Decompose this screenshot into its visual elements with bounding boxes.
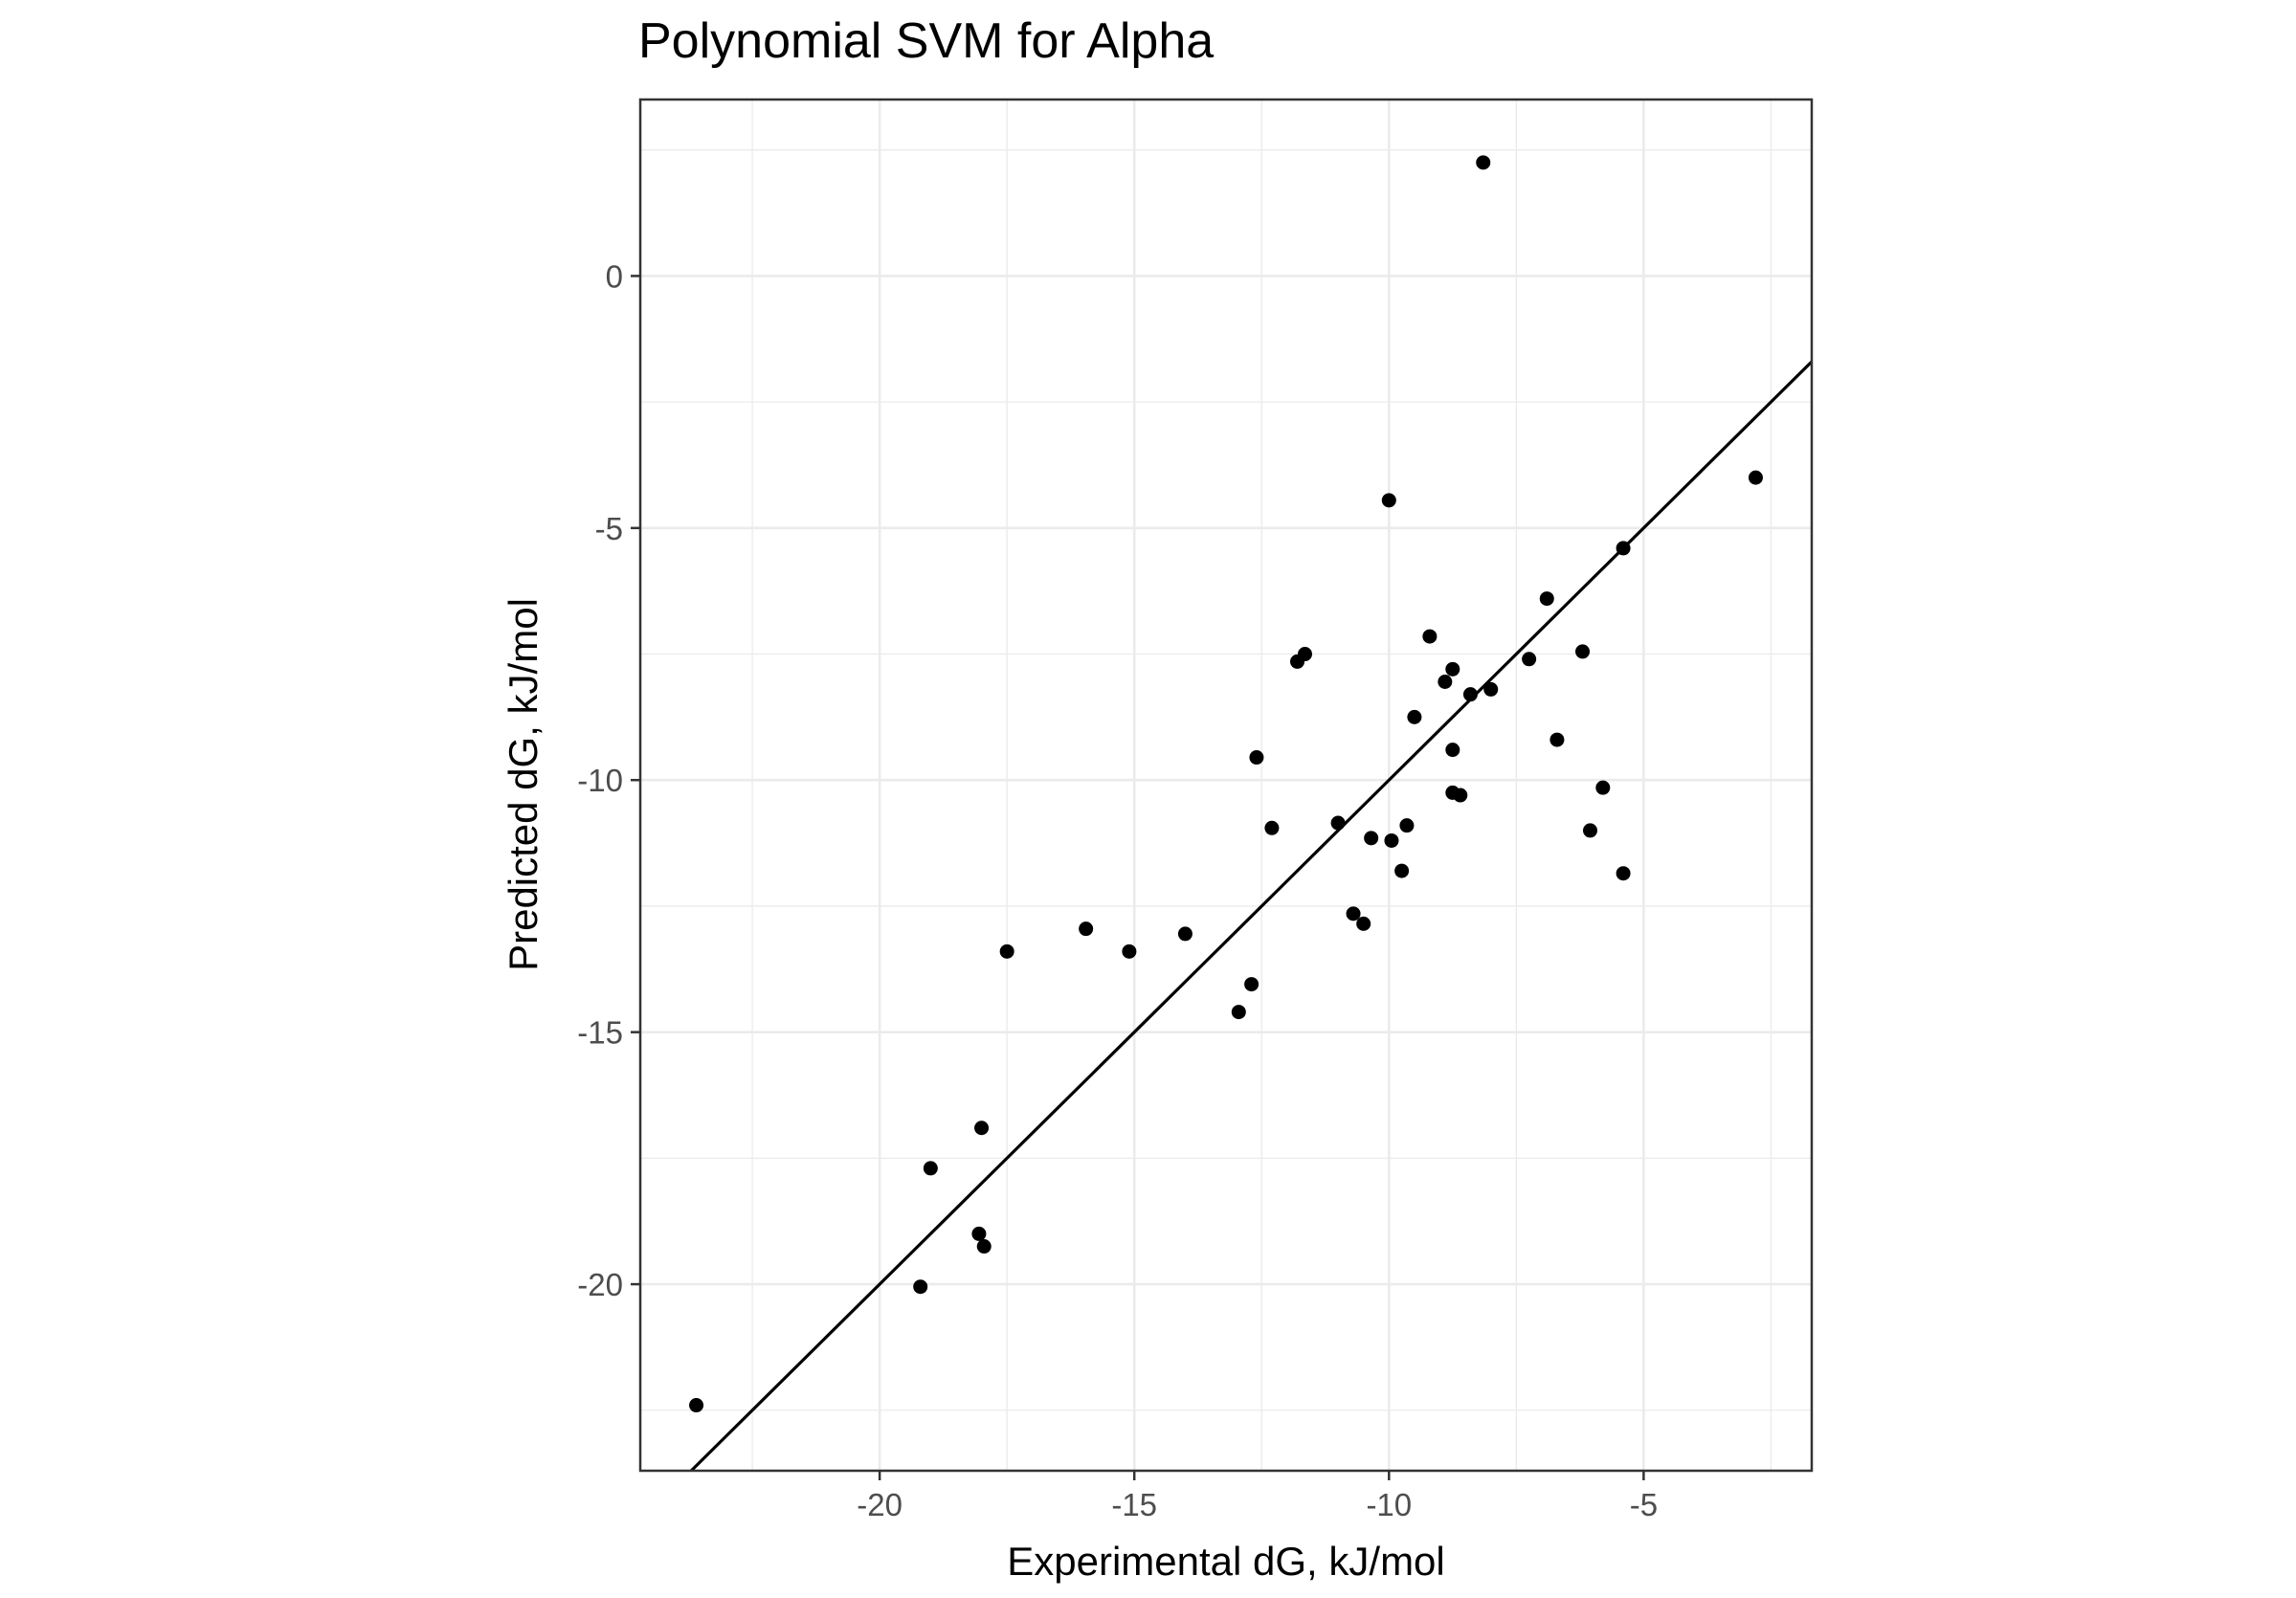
data-point	[999, 943, 1014, 959]
data-point	[1549, 732, 1565, 747]
data-point	[974, 1121, 990, 1136]
x-axis-title: Experimental dG, kJ/mol	[1007, 1539, 1445, 1584]
data-point	[1422, 629, 1438, 644]
data-points	[689, 155, 1763, 1413]
data-point	[1445, 661, 1460, 677]
y-axis-ticks: -20 -15 -10 -5 0	[577, 258, 640, 1302]
data-point	[1122, 943, 1137, 959]
y-tick-label: -10	[577, 763, 623, 798]
data-point	[1297, 647, 1312, 662]
data-point	[1264, 820, 1280, 835]
data-point	[1483, 681, 1499, 697]
data-point	[1595, 780, 1611, 795]
data-point	[976, 1239, 992, 1254]
data-point	[1616, 866, 1631, 881]
x-tick-label: -5	[1630, 1487, 1658, 1522]
data-point	[1748, 470, 1763, 485]
data-point	[1177, 926, 1193, 942]
x-tick-label: -15	[1111, 1487, 1157, 1522]
data-point	[971, 1226, 987, 1241]
data-point	[1453, 788, 1468, 803]
data-point	[1539, 591, 1554, 607]
data-point	[1462, 687, 1478, 702]
data-point	[1616, 541, 1631, 556]
x-tick-label: -10	[1366, 1487, 1412, 1522]
data-point	[1583, 823, 1598, 838]
y-tick-label: 0	[606, 258, 623, 294]
y-axis-title: Predicted dG, kJ/mol	[501, 598, 546, 971]
data-point	[689, 1398, 704, 1413]
data-point	[1384, 832, 1399, 848]
data-point	[1249, 750, 1264, 766]
grid-lines	[640, 100, 1812, 1471]
data-point	[1407, 709, 1422, 724]
data-point	[1575, 644, 1591, 659]
y-tick-label: -20	[577, 1267, 623, 1302]
data-point	[1445, 743, 1460, 758]
data-point	[1394, 863, 1410, 878]
data-point	[1381, 493, 1396, 508]
data-point	[1231, 1005, 1246, 1020]
data-point	[913, 1279, 928, 1295]
data-point	[1330, 815, 1346, 831]
x-tick-label: -20	[857, 1487, 903, 1522]
y-tick-label: -5	[595, 511, 623, 546]
data-point	[1346, 906, 1361, 921]
data-point	[1356, 916, 1371, 931]
data-point	[1438, 674, 1453, 689]
chart-title: Polynomial SVM for Alpha	[638, 13, 1214, 69]
data-point	[1364, 831, 1379, 846]
x-axis-ticks: -20 -15 -10 -5	[857, 1471, 1658, 1522]
data-point	[923, 1161, 938, 1176]
data-point	[1399, 818, 1415, 833]
panel-border	[638, 98, 1814, 1473]
data-point	[1079, 921, 1094, 937]
data-point	[1476, 155, 1491, 170]
y-tick-label: -15	[577, 1015, 623, 1051]
data-point	[1522, 652, 1537, 667]
data-point	[1244, 977, 1259, 992]
